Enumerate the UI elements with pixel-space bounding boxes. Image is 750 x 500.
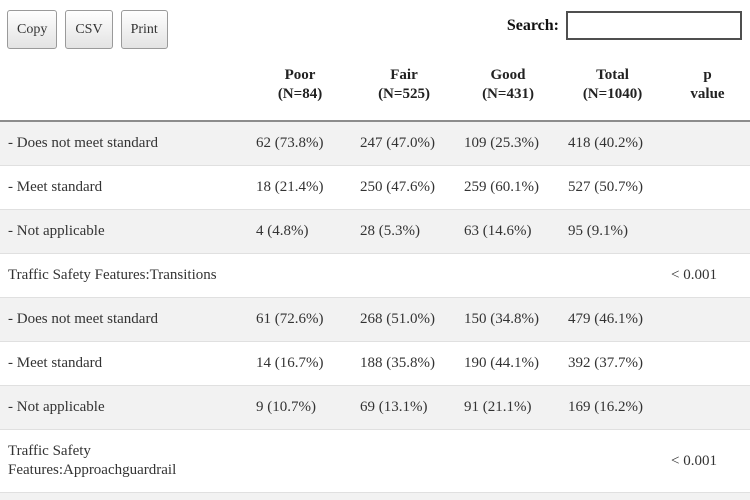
table-row: - Not applicable 4 (4.8%) 28 (5.3%) 63 (… — [0, 209, 750, 254]
csv-button[interactable]: CSV — [65, 10, 113, 49]
cell-pvalue — [665, 121, 750, 166]
column-name: Good — [490, 67, 526, 83]
table-header-row: Poor (N=84) Fair (N=525) Good (N=431) To… — [0, 60, 750, 122]
column-count: (N=431) — [482, 86, 534, 102]
table-row: - Does not meet standard 62 (73.8%) 247 … — [0, 121, 750, 166]
column-header-good[interactable]: Good (N=431) — [456, 60, 560, 122]
cell-total — [560, 253, 665, 298]
cell-poor: 61 (72.6%) — [248, 297, 352, 342]
column-name: Poor — [284, 67, 316, 83]
cell-fair — [352, 429, 456, 493]
copy-button[interactable]: Copy — [7, 10, 58, 49]
column-count: (N=525) — [378, 86, 430, 102]
cell-poor: 18 (21.4%) — [248, 165, 352, 210]
table-row-group-header: Traffic Safety Features:Approachguardrai… — [0, 429, 750, 493]
row-label — [0, 493, 248, 500]
export-buttons: Copy CSV Print — [7, 10, 168, 49]
cell-good — [456, 493, 560, 500]
cell-poor — [248, 429, 352, 493]
row-label: - Does not meet standard — [0, 297, 248, 342]
results-table: Poor (N=84) Fair (N=525) Good (N=431) To… — [0, 60, 750, 500]
cell-poor — [248, 253, 352, 298]
cell-poor: 4 (4.8%) — [248, 209, 352, 254]
cell-pvalue — [665, 493, 750, 500]
cell-poor: 62 (73.8%) — [248, 121, 352, 166]
cell-good: 190 (44.1%) — [456, 341, 560, 386]
row-label: Traffic Safety Features:Approachguardrai… — [0, 429, 248, 493]
table-row: - Meet standard 14 (16.7%) 188 (35.8%) 1… — [0, 341, 750, 386]
cell-fair: 69 (13.1%) — [352, 385, 456, 430]
cell-fair — [352, 253, 456, 298]
cell-total: 479 (46.1%) — [560, 297, 665, 342]
cell-total: 392 (37.7%) — [560, 341, 665, 386]
cell-fair — [352, 493, 456, 500]
cell-total: 169 (16.2%) — [560, 385, 665, 430]
cell-good: 63 (14.6%) — [456, 209, 560, 254]
cell-fair: 268 (51.0%) — [352, 297, 456, 342]
cell-pvalue — [665, 341, 750, 386]
cell-pvalue — [665, 297, 750, 342]
row-label: Traffic Safety Features:Transitions — [0, 253, 248, 298]
search-label: Search: — [506, 16, 559, 34]
cell-pvalue: < 0.001 — [665, 429, 750, 493]
row-label: - Does not meet standard — [0, 121, 248, 166]
cell-poor: 14 (16.7%) — [248, 341, 352, 386]
row-label: - Meet standard — [0, 341, 248, 386]
table-toolbar: Copy CSV Print Search: — [0, 0, 750, 50]
row-label: - Not applicable — [0, 209, 248, 254]
search-area: Search: — [507, 11, 742, 40]
cell-good: 259 (60.1%) — [456, 165, 560, 210]
column-count: (N=84) — [277, 86, 323, 102]
table-row: - Not applicable 9 (10.7%) 69 (13.1%) 91… — [0, 385, 750, 430]
table-row — [0, 492, 750, 500]
column-header-poor[interactable]: Poor (N=84) — [248, 60, 352, 122]
cell-good — [456, 429, 560, 493]
cell-total — [560, 493, 665, 500]
column-header-fair[interactable]: Fair (N=525) — [352, 60, 456, 122]
search-input[interactable] — [566, 11, 742, 40]
table-row-group-header: Traffic Safety Features:Transitions < 0.… — [0, 253, 750, 298]
column-count: (N=1040) — [582, 86, 643, 102]
cell-total — [560, 429, 665, 493]
cell-fair: 250 (47.6%) — [352, 165, 456, 210]
cell-pvalue — [665, 209, 750, 254]
column-name: p — [703, 67, 712, 83]
column-name: Fair — [390, 67, 418, 83]
table-row: - Does not meet standard 61 (72.6%) 268 … — [0, 297, 750, 342]
cell-good: 91 (21.1%) — [456, 385, 560, 430]
cell-fair: 28 (5.3%) — [352, 209, 456, 254]
cell-total: 418 (40.2%) — [560, 121, 665, 166]
row-label: - Meet standard — [0, 165, 248, 210]
cell-poor — [248, 493, 352, 500]
column-header-total[interactable]: Total (N=1040) — [560, 60, 665, 122]
cell-poor: 9 (10.7%) — [248, 385, 352, 430]
column-header-pvalue[interactable]: p value — [665, 60, 750, 122]
row-label: - Not applicable — [0, 385, 248, 430]
cell-total: 95 (9.1%) — [560, 209, 665, 254]
cell-good: 150 (34.8%) — [456, 297, 560, 342]
cell-fair: 247 (47.0%) — [352, 121, 456, 166]
column-count: value — [690, 86, 725, 102]
cell-total: 527 (50.7%) — [560, 165, 665, 210]
cell-pvalue — [665, 385, 750, 430]
cell-fair: 188 (35.8%) — [352, 341, 456, 386]
cell-pvalue — [665, 165, 750, 210]
print-button[interactable]: Print — [120, 10, 168, 49]
cell-pvalue: < 0.001 — [665, 253, 750, 298]
cell-good — [456, 253, 560, 298]
column-header-variable — [0, 60, 248, 122]
column-name: Total — [596, 67, 629, 83]
cell-good: 109 (25.3%) — [456, 121, 560, 166]
table-row: - Meet standard 18 (21.4%) 250 (47.6%) 2… — [0, 165, 750, 210]
